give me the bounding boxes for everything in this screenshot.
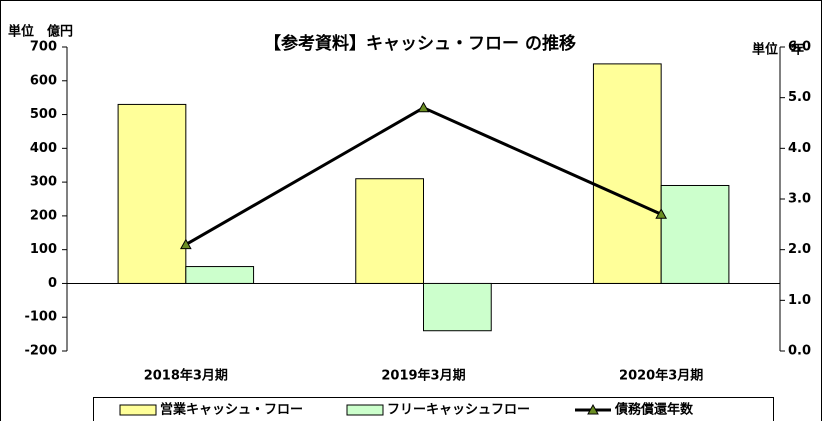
line-marker (655, 208, 668, 219)
y-tick-label: -200 (24, 344, 57, 359)
bar (592, 63, 662, 284)
bar (185, 266, 255, 284)
y2-tick-label: 3.0 (788, 192, 811, 207)
y-tick-label: 300 (30, 175, 57, 190)
y-tick-label: 0 (48, 276, 57, 291)
x-tick-label: 2019年3月期 (381, 368, 465, 384)
y-tick-label: -100 (24, 310, 57, 325)
y2-unit-label: 単位 年 (752, 42, 804, 58)
legend-box (93, 397, 774, 425)
bar (117, 103, 187, 284)
legend-swatch (119, 404, 157, 416)
y-tick-label: 100 (30, 242, 57, 257)
legend-label: 営業キャッシュ・フロー (160, 402, 303, 418)
line-marker (417, 101, 430, 113)
bar (423, 282, 492, 332)
legend (93, 397, 774, 425)
y2-tick-label: 0.0 (788, 344, 811, 359)
legend-swatch (346, 404, 384, 416)
y2-tick-label: 4.0 (788, 141, 811, 156)
y-tick-label: 400 (30, 141, 57, 156)
line-marker (179, 238, 192, 250)
y2-tick-label: 1.0 (788, 293, 811, 308)
y-unit-label: 単位 億円 (8, 24, 73, 40)
y-tick-label: 700 (30, 40, 57, 55)
y-tick-label: 200 (30, 208, 57, 223)
legend-label: フリーキャッシュフロー (387, 403, 530, 418)
y2-tick-label: 2.0 (788, 242, 811, 257)
x-tick-label: 2020年3月期 (619, 368, 703, 384)
bar (355, 178, 425, 284)
x-tick-label: 2018年3月期 (144, 368, 228, 384)
legend-label: 債務償還年数 (614, 402, 694, 418)
y-tick-label: 600 (30, 73, 57, 88)
y2-tick-label: 6.0 (788, 40, 811, 55)
y-tick-label: 500 (30, 107, 57, 122)
chart-title: 【参考資料】キャッシュ・フロー の推移 (264, 33, 576, 54)
legend-marker (587, 403, 599, 415)
bar (660, 184, 730, 284)
y2-tick-label: 5.0 (788, 90, 811, 105)
